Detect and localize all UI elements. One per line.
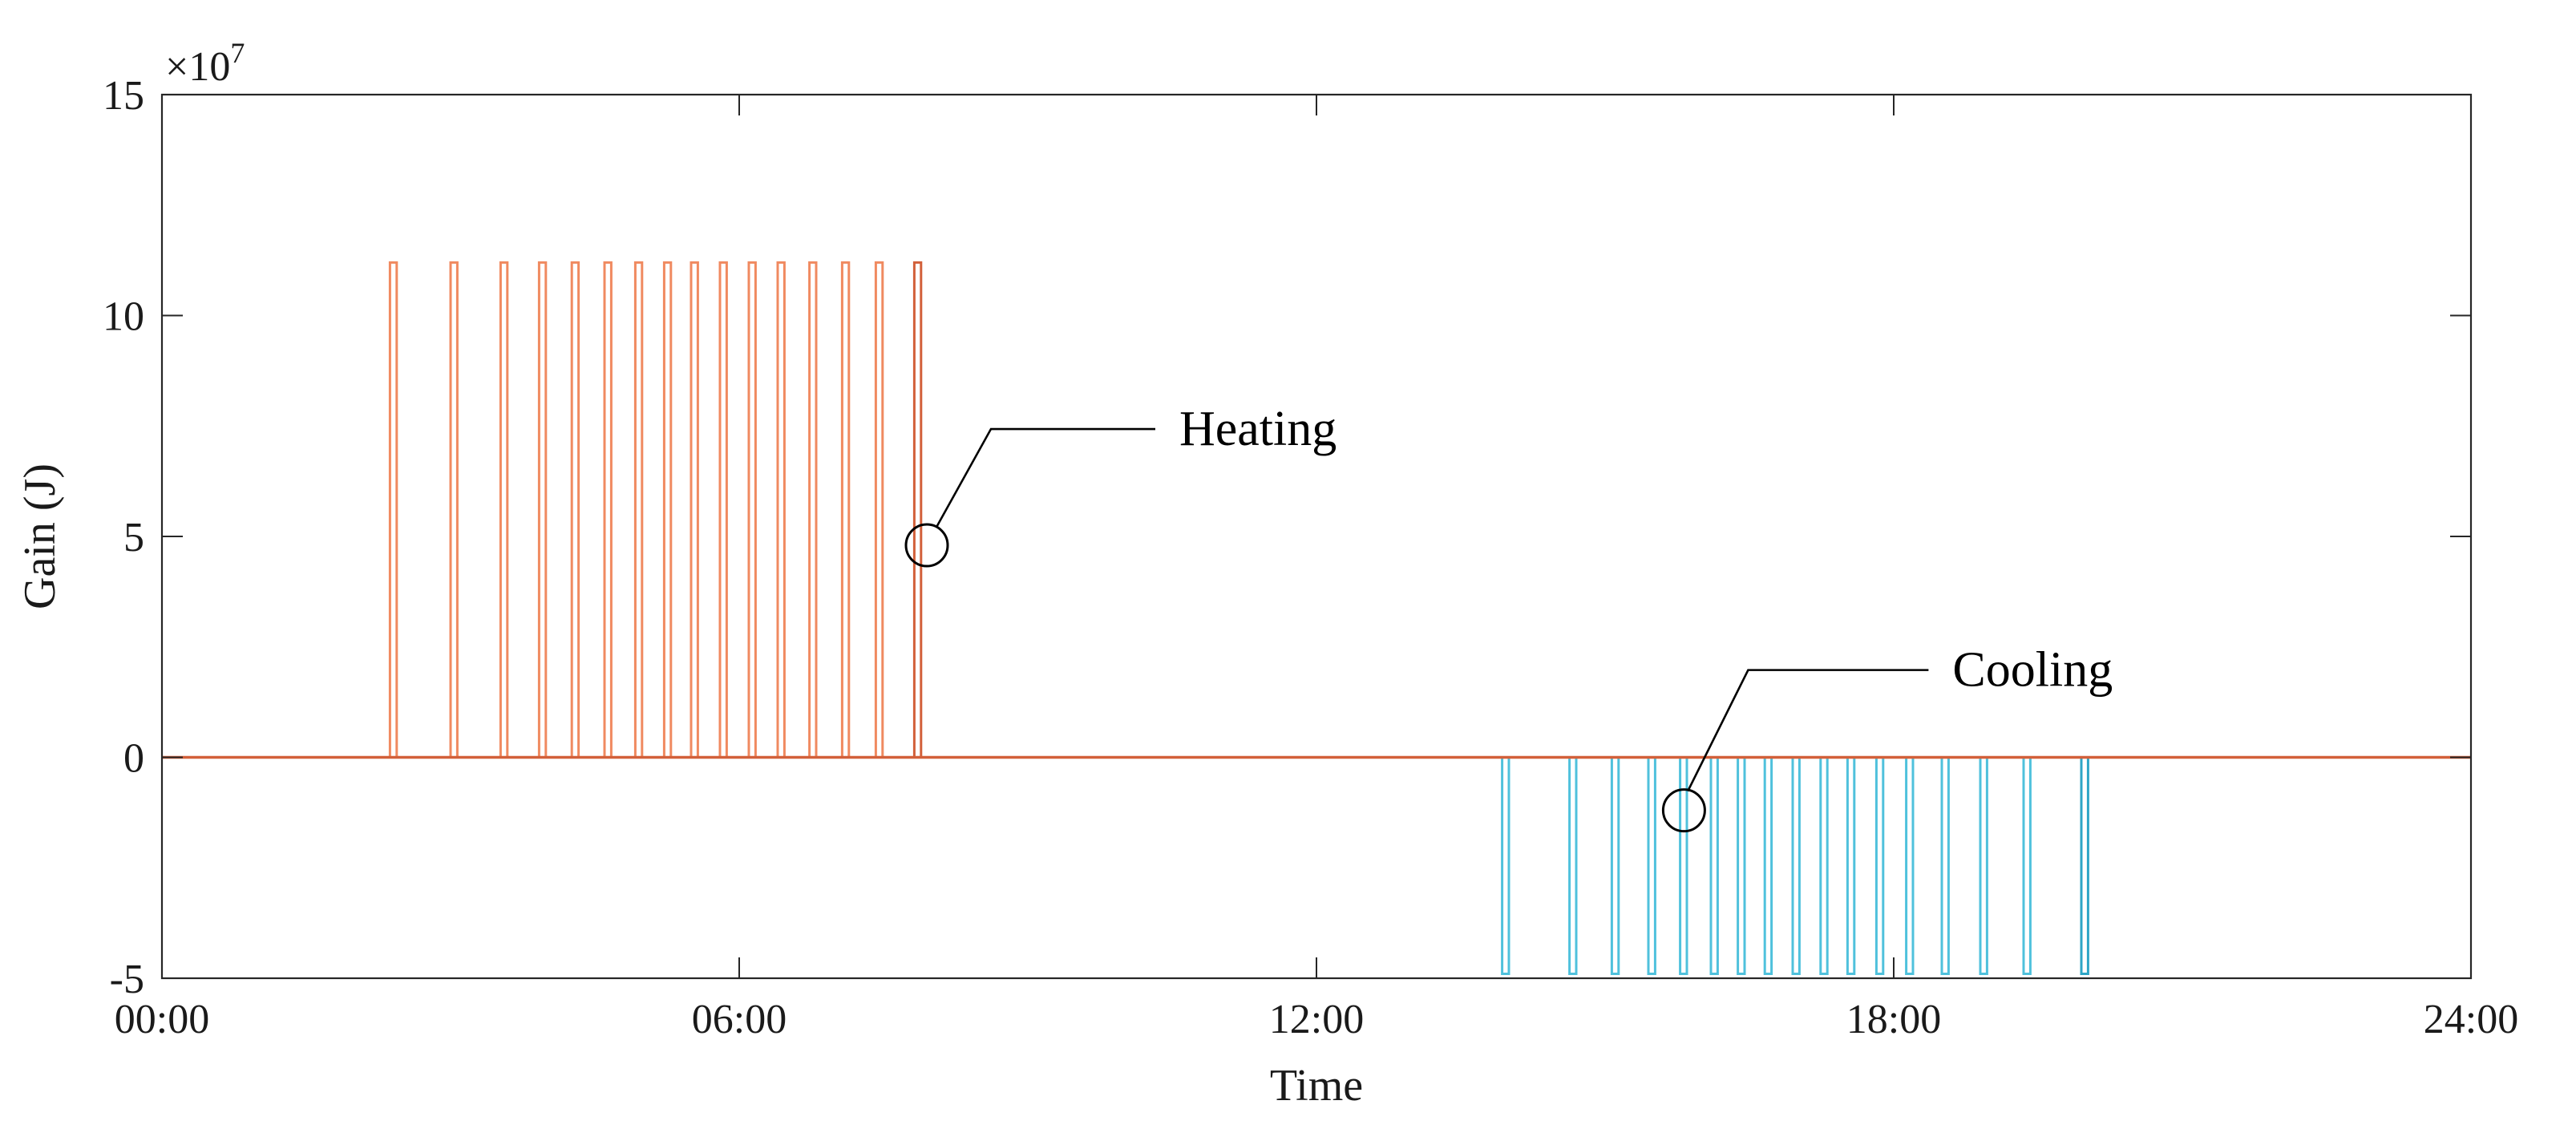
annotation-marker [904,523,949,568]
heating-pulse [776,261,786,758]
heating-pulse [689,261,699,758]
x-tick-label: 18:00 [1846,997,1941,1042]
heating-pulse [718,261,728,758]
y-tick-label: 15 [103,73,144,119]
series-cooling [1501,757,2089,975]
cooling-pulse [1791,757,1801,975]
cooling-pulse [1763,757,1773,975]
y-tick-label: 10 [103,294,144,340]
annotation-leader-line [936,427,1155,527]
cooling-pulse [1647,757,1656,975]
cooling-pulse [1940,757,1950,975]
cooling-pulse [1819,757,1829,975]
y-tick-label: -5 [110,957,144,1002]
annotation-heating: Heating [904,402,1337,568]
heating-pulse [747,261,757,758]
y-tick-label: 0 [123,736,144,782]
heating-pulse [449,261,459,758]
heating-pulse [499,261,509,758]
cooling-pulse [1874,757,1885,975]
annotation-leader-line [1687,669,1929,792]
heating-pulse [874,261,884,758]
cooling-pulse [1709,757,1719,975]
x-axis-title: Time [1270,1061,1363,1111]
annotations: Heating Cooling [904,402,2113,833]
cooling-pulse [2022,757,2032,975]
cooling-pulse [1610,757,1620,975]
x-tick-label: 24:00 [2424,997,2518,1042]
cooling-pulse [1679,757,1688,975]
series-layer [388,261,2089,975]
tick-marks [161,94,2472,979]
annotation-label: Heating [1179,402,1337,456]
annotation-cooling: Cooling [1661,643,2113,833]
heating-pulse [662,261,673,758]
annotation-label: Cooling [1952,643,2113,698]
heating-pulse [388,261,398,758]
tick-labels: 00:00 06:00 12:00 18:00 24:00 -5 0 5 10 15 [103,73,2518,1042]
cooling-pulse [1979,757,1988,975]
heating-pulse [808,261,818,758]
cooling-pulse [1568,757,1578,975]
annotation-marker [1661,788,1706,833]
x-tick-label: 00:00 [115,997,209,1042]
cooling-pulse [1846,757,1856,975]
y-axis-exponent-power: 7 [230,37,245,69]
y-tick-label: 5 [123,515,144,560]
cooling-pulse [2080,757,2089,975]
cooling-pulse [1905,757,1915,975]
y-axis-title: Gain (J) [15,463,65,609]
heating-pulse [570,261,580,758]
x-tick-label: 12:00 [1269,997,1364,1042]
heating-pulse [840,261,851,758]
heating-pulse [537,261,548,758]
series-heating [388,261,923,758]
heating-pulse [633,261,644,758]
y-axis-exponent-label: ×107 [165,37,245,90]
cooling-pulse [1501,757,1510,975]
x-tick-label: 06:00 [692,997,787,1042]
y-axis-exponent-prefix: ×10 [165,44,230,90]
heating-pulse [603,261,613,758]
heating-pulse [912,261,923,758]
cooling-pulse [1737,757,1746,975]
